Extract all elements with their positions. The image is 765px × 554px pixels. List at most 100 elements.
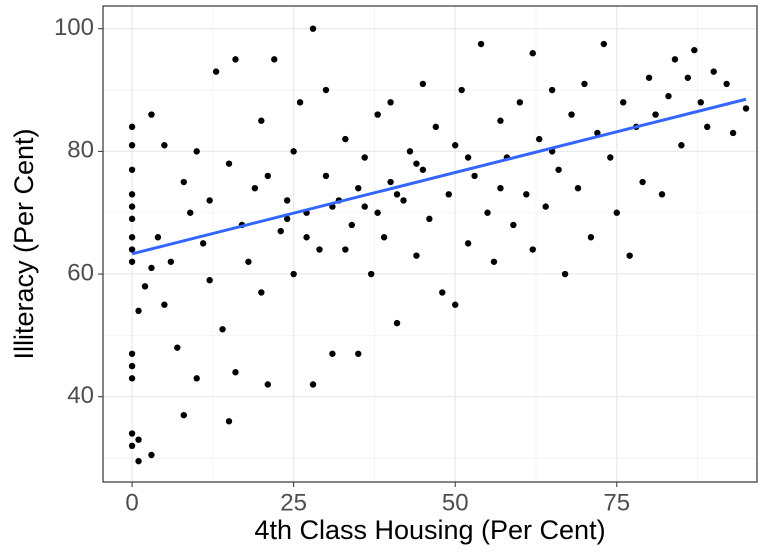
point	[316, 246, 323, 253]
point	[161, 301, 168, 308]
point	[464, 240, 472, 247]
point	[419, 166, 427, 173]
point	[303, 234, 310, 241]
point	[452, 142, 459, 149]
point	[128, 191, 136, 198]
point	[128, 166, 136, 173]
point	[290, 148, 297, 155]
point	[574, 184, 582, 192]
point	[484, 209, 491, 216]
point	[245, 258, 252, 265]
point	[458, 86, 465, 94]
point	[684, 74, 692, 81]
point	[135, 457, 142, 465]
point	[187, 209, 194, 216]
point	[193, 148, 200, 155]
point	[497, 117, 504, 124]
point	[154, 234, 162, 241]
point	[678, 142, 685, 149]
point	[199, 240, 207, 247]
x-tick-label: 0	[125, 489, 138, 516]
point	[471, 172, 478, 180]
point	[135, 436, 142, 443]
point	[225, 418, 233, 425]
y-tick-label: 100	[54, 14, 94, 41]
point	[477, 40, 485, 48]
point	[406, 148, 414, 155]
point	[174, 344, 181, 351]
point	[704, 123, 711, 131]
trend-line	[131, 97, 747, 256]
point	[296, 99, 304, 106]
point	[128, 258, 136, 265]
point	[529, 246, 536, 253]
point	[548, 86, 556, 94]
point	[568, 111, 575, 118]
point	[128, 234, 136, 241]
x-axis-title: 4th Class Housing (Per Cent)	[254, 515, 605, 545]
point	[128, 442, 136, 450]
point	[665, 92, 672, 100]
point	[322, 172, 330, 180]
point	[271, 56, 278, 63]
point	[729, 129, 737, 137]
point	[148, 111, 155, 118]
point	[161, 142, 168, 149]
point	[464, 154, 472, 161]
point	[413, 160, 420, 167]
point	[536, 135, 543, 143]
point	[128, 203, 136, 210]
point	[374, 209, 381, 216]
point	[452, 301, 459, 308]
point	[710, 68, 717, 75]
point	[723, 80, 730, 88]
point	[387, 99, 394, 106]
point	[497, 184, 504, 192]
point	[393, 191, 401, 198]
point	[251, 184, 259, 192]
point	[691, 46, 698, 54]
panel-border	[102, 5, 758, 483]
point	[290, 270, 297, 278]
point	[510, 221, 517, 229]
point	[128, 123, 136, 131]
point	[439, 289, 446, 296]
point	[128, 142, 136, 149]
x-tick-label: 75	[603, 489, 630, 516]
point	[419, 80, 427, 88]
point	[309, 381, 317, 388]
point	[594, 129, 601, 137]
point	[128, 246, 136, 253]
point	[645, 74, 653, 81]
point	[128, 215, 136, 223]
point	[322, 86, 330, 94]
point	[413, 252, 420, 259]
point	[219, 326, 226, 333]
point	[329, 350, 336, 357]
point	[283, 197, 291, 204]
point	[342, 246, 349, 253]
point	[128, 375, 136, 382]
point	[264, 172, 271, 180]
point	[426, 215, 433, 223]
point	[167, 258, 175, 265]
point	[206, 197, 213, 204]
point	[626, 252, 633, 259]
point	[529, 50, 536, 57]
point	[555, 166, 562, 173]
point	[355, 350, 362, 357]
point	[445, 191, 452, 198]
y-axis-title: Illiteracy (Per Cent)	[9, 128, 39, 359]
point	[516, 99, 524, 106]
y-tick-label: 60	[67, 259, 94, 286]
point	[600, 40, 608, 48]
point	[490, 258, 498, 265]
point	[393, 319, 401, 327]
point	[193, 375, 200, 382]
point	[432, 123, 440, 131]
point	[225, 160, 233, 167]
point	[581, 80, 588, 88]
point	[148, 451, 155, 459]
point	[542, 203, 549, 210]
